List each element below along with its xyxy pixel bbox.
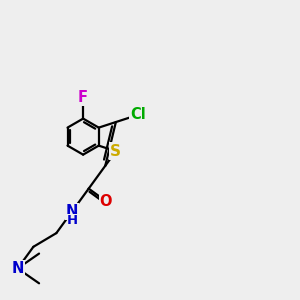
Text: H: H [67,214,78,227]
Text: Cl: Cl [130,107,146,122]
Text: N: N [11,261,24,276]
Text: F: F [78,90,88,105]
Text: N: N [66,204,78,219]
Text: S: S [110,144,122,159]
Text: O: O [100,194,112,209]
